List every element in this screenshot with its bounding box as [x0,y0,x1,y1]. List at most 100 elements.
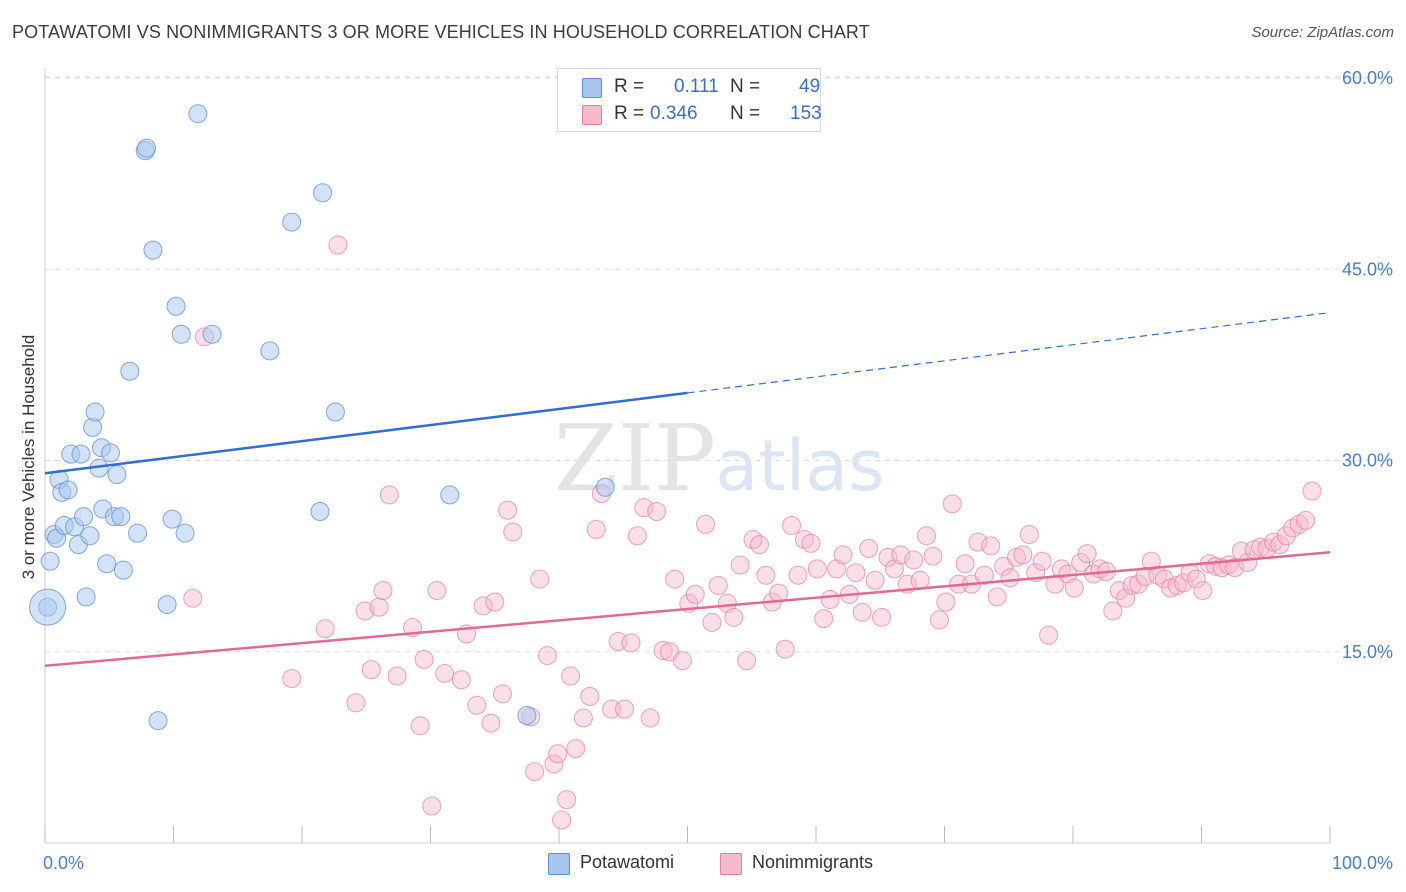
trendlines [44,312,1331,668]
legend-n-key: N = [730,103,761,124]
nonimmigrants-point [923,546,943,566]
nonimmigrants-point [852,602,872,622]
nonimmigrants-point [467,695,487,715]
nonimmigrants-point [955,554,975,574]
potawatomi-point [157,595,177,615]
y-tick-label: 60.0% [1342,68,1393,88]
potawatomi-point [162,509,182,529]
nonimmigrants-point [373,581,393,601]
potawatomi-point [166,296,186,316]
nonimmigrants-point [422,796,442,816]
chart-title: POTAWATOMI VS NONIMMIGRANTS 3 OR MORE VE… [12,22,870,42]
nonimmigrants-point [548,744,568,764]
potawatomi-points [29,104,615,731]
nonimmigrants-point [702,612,722,632]
nonimmigrants-point [1225,558,1245,578]
legend-swatch-potawatomi [582,78,602,98]
legend-label-nonimmigrants: Nonimmigrants [752,852,874,872]
nonimmigrants-point [1013,545,1033,565]
nonimmigrants-point [929,610,949,630]
potawatomi-point [76,587,96,607]
potawatomi-point [113,560,133,580]
potawatomi-trendline-extension [687,312,1331,394]
nonimmigrants-point [379,485,399,505]
nonimmigrants-point [410,716,430,736]
nonimmigrants-point [346,693,366,713]
potawatomi-point [148,711,168,731]
nonimmigrants-point [561,666,581,686]
legend-r-value: 0.346 [650,103,698,124]
potawatomi-point [111,507,131,527]
potawatomi-point [71,444,91,464]
potawatomi-point [202,324,222,344]
nonimmigrants-point [369,597,389,617]
nonimmigrants-point [910,570,930,590]
nonimmigrants-point [737,651,757,671]
nonimmigrants-point [315,619,335,639]
potawatomi-point [440,485,460,505]
nonimmigrants-point [814,609,834,629]
y-tick-label: 30.0% [1342,451,1393,471]
nonimmigrants-point [1109,581,1129,601]
x-tick-label: 100.0% [1332,853,1393,873]
nonimmigrants-points [183,235,1322,830]
nonimmigrants-point [552,810,572,830]
nonimmigrants-point [615,699,635,719]
stats-legend: R = 0.111 N = 49 R = 0.346 N = 153 [557,68,822,132]
nonimmigrants-point [820,589,840,609]
nonimmigrants-point [1103,601,1123,621]
nonimmigrants-point [936,592,956,612]
potawatomi-point [595,477,615,497]
nonimmigrants-point [183,588,203,608]
nonimmigrants-point [640,708,660,728]
nonimmigrants-point [451,670,471,690]
legend-n-key: N = [730,76,761,97]
nonimmigrants-point [653,640,673,660]
nonimmigrants-point [1193,581,1213,601]
nonimmigrants-point [827,559,847,579]
nonimmigrants-point [695,514,715,534]
nonimmigrants-point [717,593,737,613]
nonimmigrants-point [621,633,641,653]
nonimmigrants-point [846,563,866,583]
potawatomi-point [313,183,333,203]
potawatomi-point [175,523,195,543]
nonimmigrants-point [544,754,564,774]
potawatomi-point [143,240,163,260]
nonimmigrants-point [627,526,647,546]
nonimmigrants-point [708,575,728,595]
potawatomi-point [310,502,330,521]
nonimmigrants-point [1064,578,1084,598]
nonimmigrants-point [987,587,1007,607]
nonimmigrants-point [672,651,692,671]
nonimmigrants-point [1141,551,1161,571]
nonimmigrants-point [904,550,924,570]
nonimmigrants-point [1116,588,1136,608]
potawatomi-point [128,523,148,543]
nonimmigrants-point [557,790,577,810]
nonimmigrants-point [634,498,654,518]
nonimmigrants-point [435,663,455,683]
nonimmigrants-point [387,666,407,686]
nonimmigrants-point [884,559,904,579]
potawatomi-point [325,402,345,422]
nonimmigrants-point [1251,537,1271,557]
potawatomi-point [80,526,100,546]
nonimmigrants-point [1039,625,1059,645]
nonimmigrants-point [503,522,523,542]
nonimmigrants-point [665,569,685,589]
nonimmigrants-point [749,535,769,555]
nonimmigrants-point [756,565,776,585]
legend-swatch-nonimmigrants [582,105,602,125]
nonimmigrants-point [1302,481,1322,501]
nonimmigrants-point [586,519,606,539]
legend-swatch-nonimmigrants [720,853,742,875]
nonimmigrants-point [743,530,763,550]
nonimmigrants-trendline [44,551,1331,668]
nonimmigrants-point [1296,510,1316,530]
watermark-zip: ZIP [554,405,716,512]
nonimmigrants-point [981,536,1001,556]
nonimmigrants-point [917,526,937,546]
nonimmigrants-point [473,596,493,616]
